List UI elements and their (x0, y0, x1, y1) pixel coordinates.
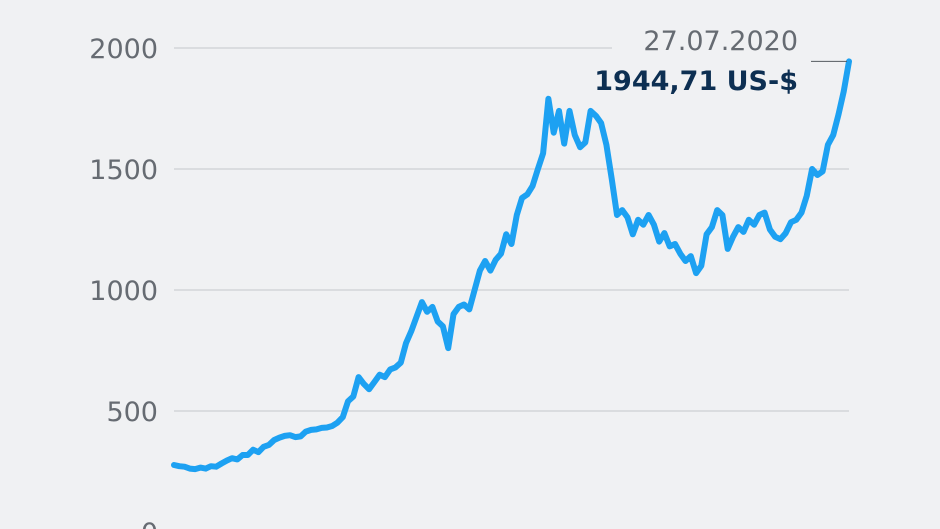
y-tick-label: 1000 (89, 276, 158, 307)
y-tick-label: 0 (141, 518, 158, 529)
annotation-value: 1944,71 US-$ (594, 66, 798, 97)
y-axis-ticks: 0 500 1000 1500 2000 (89, 34, 158, 529)
series-layer (171, 58, 852, 473)
y-tick-label: 500 (106, 397, 158, 428)
y-tick-label: 2000 (89, 34, 158, 65)
series-line-0 (171, 58, 852, 473)
annotation-date: 27.07.2020 (643, 26, 798, 57)
grid-layer (174, 47, 849, 412)
y-tick-label: 1500 (89, 155, 158, 186)
